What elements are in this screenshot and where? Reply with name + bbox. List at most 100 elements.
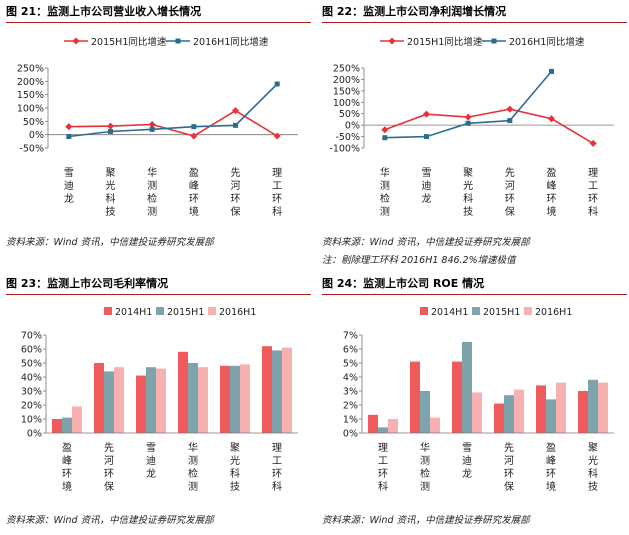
data-point	[273, 132, 281, 140]
x-tick-label: 光	[463, 179, 473, 192]
x-tick-label: 工	[588, 181, 598, 192]
bar	[198, 367, 208, 433]
bar	[104, 371, 114, 433]
source-note: 资料来源：Wind 资讯，中信建投证券研究发展部	[322, 237, 530, 248]
x-tick-label: 环	[588, 194, 598, 205]
panel-24: 图 24：监测上市公司 ROE 情况 2014H1 2015H1 2016H1 0% 1…	[322, 274, 627, 529]
source-note: 资料来源：Wind 资讯，中信建投证券研究发展部	[6, 515, 214, 526]
data-point	[589, 139, 597, 147]
legend-label: 2016H1	[219, 307, 256, 318]
x-tick-label: 测	[420, 480, 430, 493]
x-tick-label: 理	[272, 442, 282, 454]
data-point	[506, 105, 514, 113]
y-tick-label: 200%	[333, 75, 360, 86]
bar	[114, 367, 124, 433]
x-tick-label: 峰	[546, 455, 556, 467]
bar	[94, 363, 104, 433]
x-tick-label: 光	[230, 454, 240, 467]
bar	[494, 403, 504, 433]
bar	[388, 419, 398, 433]
x-tick-label: 聚	[588, 442, 598, 454]
data-point	[148, 121, 156, 129]
panel-22: 图 22：监测上市公司净利润增长情况 2015H1同比增速 2016H1同比增速 -…	[322, 2, 627, 272]
series-line-2	[384, 70, 553, 139]
x-tick-label: 先	[504, 442, 514, 454]
x-tick-label: 理	[378, 442, 388, 454]
x-tick-label: 检	[420, 467, 430, 480]
bar	[430, 417, 440, 433]
x-tick-label: 龙	[462, 467, 472, 480]
source-note: 资料来源：Wind 资讯，中信建投证券研究发展部	[6, 237, 214, 248]
x-tick-label: 环	[272, 194, 282, 205]
x-tick-label: 测	[147, 179, 157, 192]
legend-label: 2014H1	[431, 307, 468, 318]
panel-title: 图 22：监测上市公司净利润增长情况	[322, 2, 627, 23]
x-tick-label: 技	[463, 205, 473, 218]
data-point	[232, 107, 239, 115]
bar	[420, 391, 430, 433]
x-tick-label: 技	[106, 205, 116, 218]
data-point	[190, 132, 198, 140]
legend-marker	[175, 38, 181, 44]
legend-swatch	[208, 307, 216, 315]
x-tick-label: 雪	[422, 167, 432, 179]
x-tick-label: 环	[546, 469, 556, 480]
y-tick-label: 60%	[21, 345, 42, 356]
x-tick-label: 迪	[64, 180, 74, 192]
x-tick-label: 聚	[463, 167, 473, 179]
x-tick-label: 盈	[546, 442, 556, 454]
data-point	[549, 68, 554, 74]
series-line-1	[68, 109, 278, 137]
x-tick-label: 环	[104, 469, 114, 480]
y-tick-label: -100%	[329, 144, 360, 155]
x-tick-label: 测	[188, 454, 198, 467]
legend-swatch	[104, 307, 112, 315]
legend-label: 2016H1同比增速	[193, 36, 269, 48]
x-tick-label: 保	[504, 480, 514, 493]
y-tick-label: 100%	[333, 98, 360, 109]
x-tick-label: 河	[104, 455, 114, 467]
series-line-2	[68, 83, 278, 138]
bar	[188, 363, 198, 433]
chart-roe: 2014H1 2015H1 2016H10%1%2%3%4%5%6%7%理工环科华测…	[343, 307, 614, 493]
data-point	[423, 110, 430, 118]
bar	[598, 382, 608, 433]
x-tick-label: 河	[231, 180, 241, 192]
x-tick-label: 科	[106, 192, 116, 205]
x-tick-label: 环	[504, 469, 514, 480]
data-point	[191, 124, 197, 130]
chart-gross-margin: 2014H1 2015H1 2016H1 0% 10% 20% 30% 40% 50% 60% 70…	[21, 307, 298, 493]
legend-marker	[388, 37, 396, 45]
y-tick-label: 6%	[343, 345, 358, 356]
legend-swatch	[524, 307, 532, 315]
data-point	[381, 126, 389, 134]
bar	[146, 367, 156, 433]
data-point	[274, 81, 280, 87]
x-tick-label: 理	[272, 167, 282, 179]
bar	[410, 361, 420, 433]
x-tick-label: 环	[505, 194, 515, 205]
x-tick-label: 技	[588, 480, 598, 493]
x-tick-label: 环	[189, 194, 199, 205]
bar	[452, 361, 462, 433]
panel-21: 图 21：监测上市公司营业收入增长情况 2015H1同比增速 2016H1同比增速…	[6, 2, 311, 252]
x-tick-label: 峰	[547, 180, 557, 192]
x-tick-label: 检	[147, 192, 157, 205]
x-tick-label: 测	[420, 454, 430, 467]
x-tick-label: 河	[504, 455, 514, 467]
x-tick-label: 境	[189, 205, 199, 218]
y-tick-label: 30%	[21, 387, 42, 398]
y-tick-label: 150%	[17, 90, 44, 101]
x-tick-label: 迪	[146, 455, 156, 467]
bar	[220, 365, 230, 433]
x-tick-label: 龙	[146, 467, 156, 480]
x-tick-label: 华	[188, 441, 198, 454]
y-tick-label: 250%	[333, 64, 360, 75]
data-point	[107, 122, 114, 130]
panel-23: 图 23：监测上市公司毛利率情况 2014H1 2015H1 2016H1 0% 10%…	[6, 274, 311, 529]
x-tick-label: 雪	[64, 167, 74, 179]
y-tick-label: 40%	[21, 373, 42, 384]
y-tick-label: 10%	[21, 415, 42, 426]
y-tick-label: -50%	[335, 132, 360, 143]
data-point	[233, 122, 238, 128]
